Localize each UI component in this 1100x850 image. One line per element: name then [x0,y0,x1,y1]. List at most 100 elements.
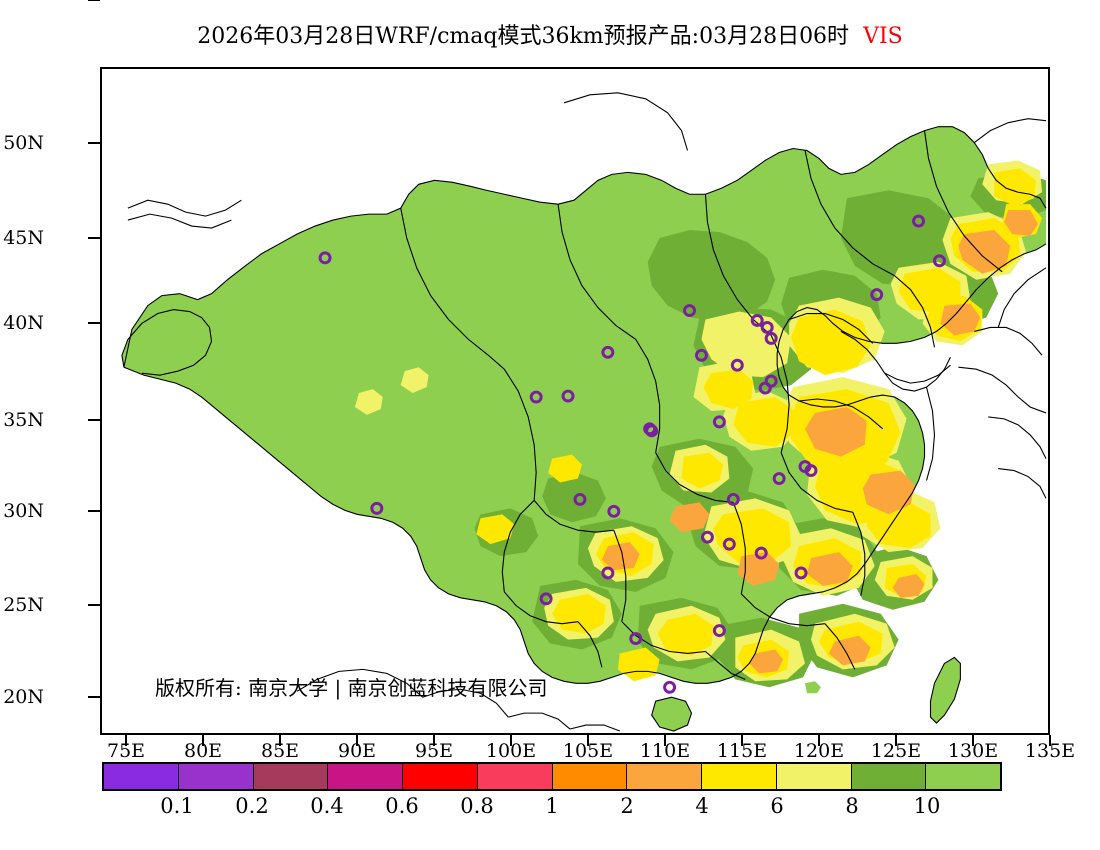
city-marker [750,314,764,327]
colorbar-segment-7 [627,764,702,789]
city-marker [318,251,332,265]
x-tick-mark [1049,735,1051,746]
y-tick-mark [88,604,100,606]
x-tick-mark [202,735,204,746]
y-tick-mark [88,510,100,512]
city-marker [730,358,744,372]
title-main: 2026年03月28日WRF/cmaq模式36km预报产品:03月28日06时 [197,24,850,49]
city-marker [529,390,543,404]
colorbar-segment-10 [851,764,927,789]
colorbar-segment-8 [702,764,777,789]
x-tick-mark [356,735,358,746]
x-tick-mark [895,735,897,746]
x-tick-mark [587,735,589,746]
colorbar-labels: 0.1 0.2 0.4 0.6 0.8 1 2 4 6 8 10 [102,794,1002,822]
colorbar-segment-9 [776,764,852,789]
x-tick-label-110E: 110E [639,740,691,762]
city-marker [643,422,657,436]
visibility-band-2-4 [601,210,1039,674]
y-tick-label-45N: 45N [3,227,44,249]
y-tick-mark [88,696,100,698]
colorbar-segment-2 [253,764,329,789]
map-plot-area[interactable] [100,67,1050,735]
y-tick-mark [88,0,100,1]
city-marker [712,624,726,638]
y-tick-mark [88,237,100,239]
colorbar-label-3: 0.6 [385,794,419,818]
colorbar-label-4: 0.8 [460,794,494,818]
city-marker [804,464,818,478]
city-marker [760,320,774,334]
city-marker [645,424,659,438]
city-marker [754,546,768,560]
x-tick-mark [125,735,127,746]
city-marker [573,492,587,506]
city-marker [758,381,772,395]
city-marker [601,566,615,580]
colorbar-segment-3 [328,764,403,789]
x-tick-mark [818,735,820,746]
x-tick-label-125E: 125E [870,740,922,762]
colorbar-label-10: 10 [913,794,941,818]
x-tick-mark [664,735,666,746]
copyright-text: 版权所有: 南京大学 | 南京创蓝科技有限公司 [155,676,548,700]
city-marker [912,214,926,228]
x-tick-label-120E: 120E [793,740,845,762]
city-marker [694,348,708,362]
colorbar-segment-11 [926,764,1000,789]
x-tick-mark [972,735,974,746]
x-tick-label-135E: 135E [1024,740,1076,762]
city-marker [932,254,946,268]
y-tick-label-50N: 50N [3,132,44,154]
map-borders [121,92,1047,732]
colorbar-label-7: 4 [695,794,709,818]
colorbar-label-8: 6 [770,794,784,818]
city-marker [712,415,726,429]
x-tick-label-95E: 95E [414,740,454,762]
city-markers[interactable] [318,214,946,694]
x-tick-mark [433,735,435,746]
city-marker [370,501,384,515]
city-marker [726,492,740,506]
colorbar-label-9: 8 [845,794,859,818]
colorbar-segment-1 [178,764,254,789]
x-tick-label-75E: 75E [106,740,146,762]
map-canvas [121,92,1047,732]
y-tick-label-30N: 30N [3,500,44,522]
city-marker [772,472,786,485]
x-tick-label-90E: 90E [337,740,377,762]
x-tick-label-130E: 130E [947,740,999,762]
city-marker [870,288,884,302]
x-tick-label-115E: 115E [716,740,768,762]
colorbar-label-1: 0.2 [235,794,269,818]
title-variable: VIS [863,24,903,49]
city-marker [607,504,621,518]
city-marker [539,592,553,606]
colorbar-label-6: 2 [620,794,634,818]
y-tick-mark [88,419,100,421]
colorbar-label-0: 0.1 [160,794,194,818]
page-title: 2026年03月28日WRF/cmaq模式36km预报产品:03月28日06时 V… [0,18,1100,50]
city-marker [683,304,696,318]
y-tick-label-40N: 40N [3,312,44,334]
x-tick-label-80E: 80E [183,740,223,762]
colorbar-segment-0 [104,764,179,789]
colorbar-label-2: 0.4 [310,794,344,818]
x-tick-mark [279,735,281,746]
city-marker [722,537,736,551]
city-marker [601,345,615,359]
colorbar-segment-5 [477,764,553,789]
y-tick-mark [88,142,100,144]
city-marker [764,331,778,345]
colorbar-label-5: 1 [545,794,559,818]
x-tick-mark [741,735,743,746]
y-tick-label-20N: 20N [3,686,44,708]
x-tick-label-85E: 85E [260,740,300,762]
city-marker [561,389,575,403]
city-marker [700,530,714,544]
colorbar-segment-6 [552,764,628,789]
x-tick-label-100E: 100E [485,740,537,762]
city-marker [794,566,808,580]
y-tick-label-25N: 25N [3,594,44,616]
